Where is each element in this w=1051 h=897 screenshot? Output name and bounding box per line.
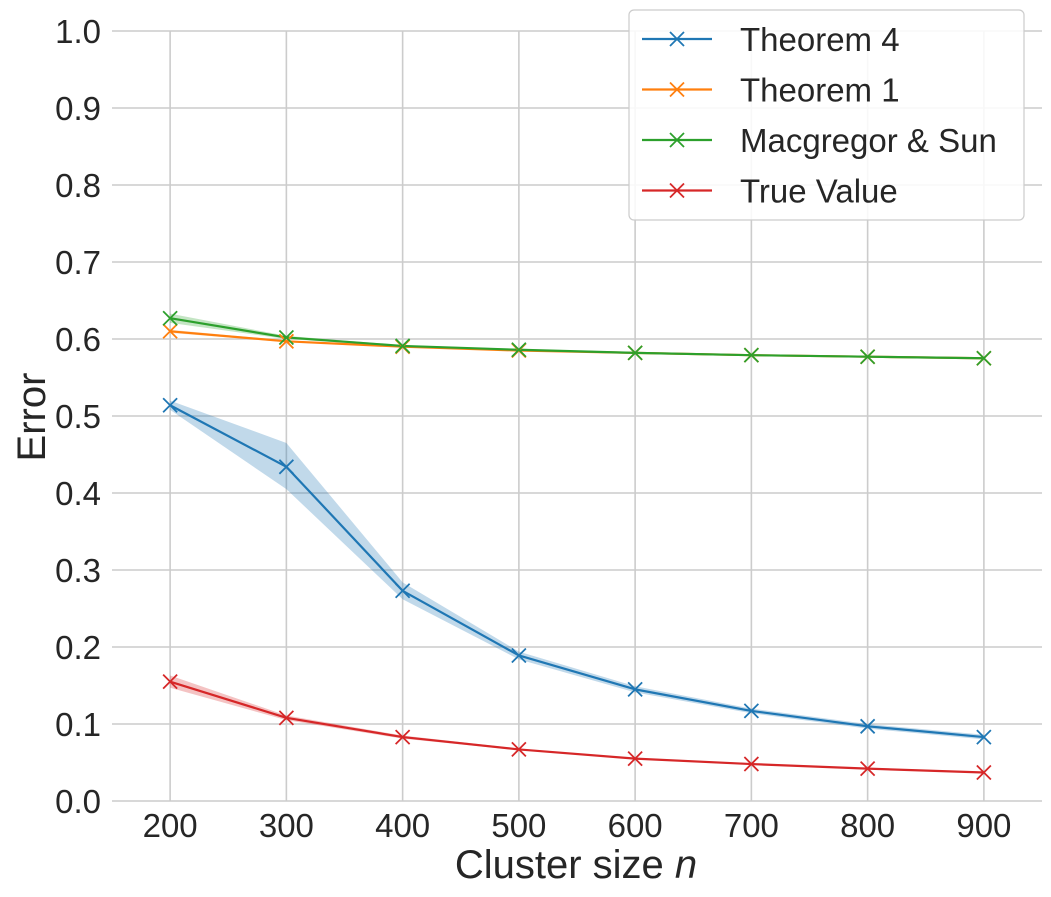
x-tick-label: 400 [375,807,430,844]
legend-entry: Theorem 4 [642,21,900,58]
legend-marker [669,31,685,47]
theorem-1-point [278,333,295,349]
x-tick-labels: 200 300 400 500 600 700 800 900 [143,807,1012,844]
true-value-point [627,751,643,767]
theorem-4-point [859,718,876,734]
x-tick-label: 800 [840,807,895,844]
legend-box [628,9,1025,221]
series-markers [162,310,992,781]
true-value-point [859,761,876,777]
y-tick-label: 0.8 [55,167,101,204]
legend-marker [669,81,685,98]
theorem-4-point [743,703,760,719]
x-axis-variable: n [675,843,697,887]
true-value-point [511,741,527,758]
true-value-point [394,729,411,745]
x-axis-title: Cluster size n [455,843,697,887]
true-value-point [976,764,992,781]
true-value-line [169,680,984,774]
y-tick-label: 0.0 [55,783,101,820]
legend: Theorem 4 Theorem 1 Macgregor & Sun True Va… [628,9,1025,221]
theorem-4-point [394,583,411,599]
legend-marker [669,132,685,148]
theorem-4-point [976,729,992,745]
confidence-bands [170,313,984,774]
legend-label: True Value [740,173,898,210]
y-tick-label: 0.7 [55,244,101,281]
macgregor-sun-point [511,342,527,358]
theorem-4-point [627,681,643,697]
y-tick-label: 0.6 [55,321,101,358]
legend-label: Theorem 4 [740,21,900,58]
x-tick-label: 700 [724,807,779,844]
y-tick-label: 0.4 [55,475,101,512]
x-axis-title-text: Cluster size [455,843,664,887]
x-tick-label: 300 [259,807,314,844]
legend-label: Macgregor & Sun [740,122,997,159]
x-tick-label: 500 [491,807,546,844]
legend-entry: True Value [642,173,898,210]
macgregor-sun-point [743,347,760,363]
true-value-point [278,710,295,726]
macgregor-sun-point [859,349,876,365]
y-tick-labels: 0.0 0.1 0.2 0.3 0.4 0.5 0.6 0.7 0.8 0.9 1.0 [55,13,101,820]
macgregor-sun-point [627,345,643,361]
macgregor-sun-point [278,329,295,346]
x-tick-label: 600 [608,807,663,844]
theorem-1-point [162,323,178,339]
y-tick-label: 1.0 [55,13,101,50]
series-lines [169,317,984,774]
y-tick-label: 0.5 [55,398,101,435]
y-tick-label: 0.9 [55,90,101,127]
legend-marker [669,182,685,199]
grid-lines [112,30,1042,802]
theorem-4-point [278,459,295,475]
theorem-4-line [169,404,984,739]
macgregor-sun-point [162,310,178,326]
macgregor-sun-point [394,338,411,354]
macgregor-sun-point [976,350,992,366]
theorem-4-point [162,397,178,413]
macgregor-sun-line [169,317,984,360]
y-axis-title: Error [10,373,54,462]
x-tick-label: 200 [143,807,198,844]
true-value-point [743,756,760,772]
y-tick-label: 0.2 [55,629,101,666]
legend-entry: Theorem 1 [642,72,900,109]
x-tick-label: 900 [956,807,1011,844]
y-tick-label: 0.1 [55,706,101,743]
theorem-4-point [511,647,527,664]
legend-label: Theorem 1 [740,72,900,109]
y-tick-label: 0.3 [55,552,101,589]
legend-entry: Macgregor & Sun [642,122,997,159]
true-value-point [162,674,178,690]
